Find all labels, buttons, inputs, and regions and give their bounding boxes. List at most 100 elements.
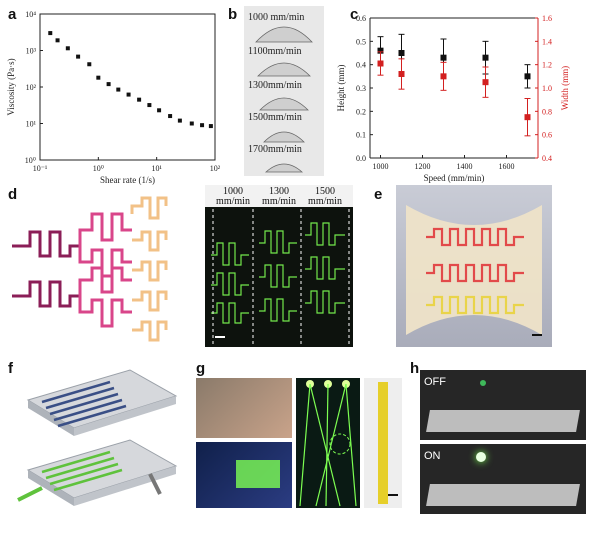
- y-tick-label: 0.6: [356, 14, 366, 23]
- height-point: [440, 54, 447, 61]
- droplet-images: 1000 mm/min 1100mm/min 1300mm/min 1500mm…: [244, 6, 324, 176]
- data-point: [168, 114, 173, 119]
- serpentine-level1: [12, 280, 80, 308]
- fiber-closeup-image: [364, 378, 402, 508]
- serpentine-level3: [132, 230, 168, 252]
- data-point: [116, 87, 121, 92]
- width-point: [524, 114, 531, 121]
- x-tick-label: 1600: [499, 162, 515, 171]
- width-point: [377, 60, 384, 67]
- y-right-tick-label: 1.2: [542, 61, 552, 70]
- x-tick-label: 1000: [373, 162, 389, 171]
- x-tick-label: 10¹: [151, 164, 162, 173]
- fluorescence-patterns: [211, 209, 350, 345]
- x-tick-label: 1400: [457, 162, 473, 171]
- droplet-shapes: [255, 26, 313, 173]
- speed-label: 1500 mm/min: [308, 186, 342, 207]
- data-point: [147, 103, 152, 108]
- serpentine-level3: [130, 196, 168, 220]
- stretched-device-shapes: [406, 205, 542, 336]
- y-tick-label: 10³: [26, 47, 37, 56]
- y-tick-label: 0.3: [356, 84, 366, 93]
- panel-label-a: a: [8, 6, 17, 23]
- width-point: [440, 73, 447, 80]
- data-point: [76, 54, 81, 59]
- width-point: [482, 79, 489, 86]
- on-state-label: ON: [424, 450, 441, 462]
- y-tick-label: 0.2: [356, 107, 366, 116]
- x-axis-label: Speed (mm/min): [424, 173, 485, 183]
- y-right-tick-label: 1.0: [542, 84, 552, 93]
- data-point: [65, 46, 70, 51]
- droplet-label: 1300mm/min: [248, 80, 302, 91]
- data-point: [126, 92, 131, 97]
- serpentine-level2: [78, 266, 132, 296]
- light-guide-image: [296, 378, 360, 508]
- data-point: [137, 97, 142, 102]
- finger-device-photo: [196, 378, 292, 438]
- data-point: [55, 38, 60, 43]
- speed-label: 1000 mm/min: [216, 186, 250, 207]
- y-tick-label: 0.1: [356, 131, 366, 140]
- serpentine-level2: [78, 296, 132, 328]
- serpentine-level3: [132, 260, 168, 282]
- droplet-label: 1700mm/min: [248, 144, 302, 155]
- switch-off-photo: OFF: [420, 370, 586, 440]
- switch-on-photo: ON: [420, 444, 586, 514]
- height-point: [377, 47, 384, 54]
- width-point: [398, 71, 405, 77]
- y-tick-label: 10⁰: [25, 156, 36, 165]
- x-tick-label: 10⁻¹: [33, 164, 48, 173]
- panel-label-e: e: [374, 186, 383, 203]
- y-tick-label: 10¹: [26, 120, 37, 129]
- y-right-tick-label: 1.6: [542, 14, 552, 23]
- serpentine-level3: [132, 290, 168, 312]
- data-point: [106, 82, 111, 87]
- panel-label-g: g: [196, 360, 206, 377]
- y-right-tick-label: 0.8: [542, 107, 552, 116]
- serpentine-level2: [78, 212, 132, 246]
- x-tick-label: 1200: [415, 162, 431, 171]
- y-tick-label: 0.0: [356, 154, 366, 163]
- data-point: [189, 121, 194, 126]
- data-point: [48, 31, 53, 36]
- panel-label-h: h: [410, 360, 420, 377]
- droplet-label: 1000 mm/min: [248, 12, 305, 23]
- y-right-tick-label: 1.4: [542, 37, 552, 46]
- y-right-tick-label: 0.6: [542, 131, 552, 140]
- y-right-axis-label: Width (mm): [560, 66, 570, 110]
- droplet-label: 1500mm/min: [248, 112, 302, 123]
- y-tick-label: 10⁴: [25, 10, 36, 19]
- y-axis-label: Height (mm): [336, 65, 346, 112]
- light-guide-rays: [299, 380, 357, 507]
- data-point: [87, 62, 92, 67]
- y-tick-label: 0.4: [356, 61, 366, 70]
- height-point: [482, 54, 489, 61]
- stretched-device-photo: [396, 185, 552, 347]
- x-axis-label: Shear rate (1/s): [100, 175, 155, 185]
- fluorescence-image: 1000 mm/min 1300 mm/min 1500 mm/min: [205, 185, 353, 347]
- droplet-label: 1100mm/min: [248, 46, 302, 57]
- data-point: [96, 75, 101, 80]
- x-tick-label: 10²: [210, 164, 221, 173]
- height-point: [524, 73, 531, 80]
- y-tick-label: 10²: [26, 83, 37, 92]
- panel-label-d: d: [8, 186, 18, 203]
- height-point: [398, 50, 405, 56]
- x-tick-label: 10⁰: [93, 164, 104, 173]
- data-point: [200, 123, 205, 128]
- panel-label-c: c: [350, 6, 359, 23]
- panel-label-f: f: [8, 360, 13, 377]
- panel-label-b: b: [228, 6, 238, 23]
- data-point: [208, 124, 213, 129]
- glowing-device-photo: [196, 442, 292, 508]
- serpentine-level3: [132, 320, 168, 342]
- serpentine-level1: [12, 230, 80, 258]
- off-state-label: OFF: [424, 376, 446, 388]
- y-tick-label: 0.5: [356, 37, 366, 46]
- data-point: [177, 118, 182, 123]
